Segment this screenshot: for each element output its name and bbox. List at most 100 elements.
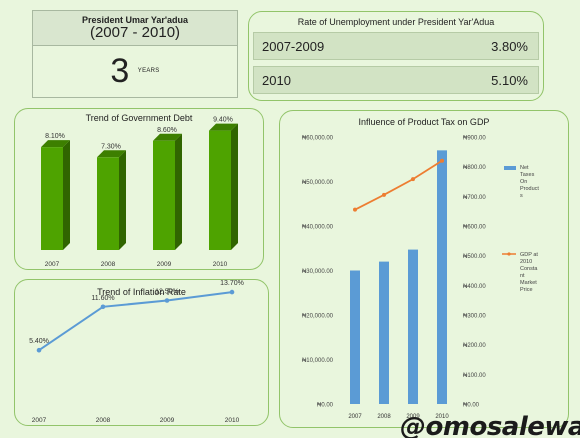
debt-chart-title: Trend of Government Debt bbox=[85, 113, 193, 123]
data-label: 11.60% bbox=[91, 295, 114, 302]
tick-label: 2008 bbox=[101, 261, 116, 268]
tax-chart-title: Influence of Product Tax on GDP bbox=[358, 117, 490, 127]
data-point bbox=[353, 207, 357, 212]
bar-side bbox=[119, 150, 126, 250]
tick-label: 2007 bbox=[348, 414, 362, 420]
debt-chart: 8.10% 2007 7.30% 2008 8.60% 2009 9.40% 2010 bbox=[41, 117, 238, 268]
gdp-line bbox=[354, 159, 443, 211]
unemployment-rate: 3.80% bbox=[491, 39, 528, 54]
tick-label: 2007 bbox=[45, 261, 60, 268]
debt-chart-panel: Trend of Government Debt 8.10% 2007 7.30% 2… bbox=[14, 108, 264, 270]
unemployment-panel: Rate of Unemployment under President Yar… bbox=[248, 11, 544, 101]
tick-label: 2010 bbox=[225, 417, 240, 424]
left-axis-tick: ₦50,000.00 bbox=[302, 180, 334, 186]
left-axis-tick: ₦60,000.00 bbox=[302, 136, 334, 142]
bar-side bbox=[175, 133, 182, 250]
tick-label: 2007 bbox=[32, 417, 47, 424]
left-axis-tick: ₦10,000.00 bbox=[302, 358, 334, 364]
bar bbox=[97, 157, 119, 250]
inflation-chart: 5.40% 2007 11.60% 2008 12.50% 2009 13.70% 2010 bbox=[29, 280, 244, 424]
tick-label: 2009 bbox=[157, 261, 172, 268]
right-axis-tick: ₦100.00 bbox=[463, 373, 486, 379]
data-point bbox=[440, 158, 444, 163]
right-axis-tick: ₦700.00 bbox=[463, 195, 486, 201]
inflation-chart-title: Trend of Inflation Rate bbox=[97, 287, 186, 297]
years-unit: YEARS bbox=[137, 68, 160, 74]
left-axis-tick: ₦20,000.00 bbox=[302, 314, 334, 320]
bar-top bbox=[153, 133, 182, 141]
legend-label: On bbox=[520, 179, 527, 185]
bar bbox=[350, 270, 360, 404]
unemployment-title: Rate of Unemployment under President Yar… bbox=[297, 17, 495, 27]
bar-side bbox=[231, 123, 238, 250]
legend-label: Product bbox=[520, 186, 539, 192]
right-axis-tick: ₦800.00 bbox=[463, 165, 486, 171]
data-label: 8.10% bbox=[45, 133, 65, 140]
watermark: @omosalewa bbox=[400, 412, 580, 438]
left-axis-tick: ₦40,000.00 bbox=[302, 225, 334, 231]
legend-marker bbox=[507, 252, 511, 256]
right-axis-tick: ₦0.00 bbox=[463, 403, 480, 409]
legend-label: nt bbox=[520, 273, 525, 279]
inflation-chart-panel: Trend of Inflation Rate 5.40% 2007 11.60% 2… bbox=[14, 279, 269, 426]
legend-label: 2010 bbox=[520, 259, 532, 265]
data-point bbox=[229, 289, 235, 295]
unemployment-row: 2010 5.10% bbox=[253, 66, 539, 94]
bar-top bbox=[209, 123, 238, 131]
data-point bbox=[411, 177, 415, 182]
bar-side bbox=[63, 140, 70, 250]
inflation-line bbox=[38, 291, 233, 352]
data-label: 9.40% bbox=[213, 117, 233, 124]
bar bbox=[41, 147, 63, 250]
data-point bbox=[164, 298, 170, 303]
data-label: 8.60% bbox=[157, 127, 177, 134]
data-point bbox=[100, 304, 106, 310]
president-panel: President Umar Yar'adua (2007 - 2010) 3 … bbox=[32, 10, 238, 98]
legend-label: GDP at bbox=[520, 252, 538, 258]
legend-label: Price bbox=[520, 287, 533, 293]
bar bbox=[209, 130, 231, 250]
right-axis-tick: ₦300.00 bbox=[463, 314, 486, 320]
years-in-office: 3 YEARS bbox=[33, 51, 237, 91]
unemployment-row: 2007-2009 3.80% bbox=[253, 32, 539, 60]
president-header: President Umar Yar'adua (2007 - 2010) bbox=[33, 11, 237, 46]
tax-chart-panel: Influence of Product Tax on GDP ₦0.00 ₦10… bbox=[279, 110, 569, 428]
tick-label: 2009 bbox=[160, 417, 175, 424]
bar bbox=[437, 150, 447, 404]
legend-swatch bbox=[504, 166, 516, 170]
legend-label: Taxes bbox=[520, 172, 535, 178]
tick-label: 2010 bbox=[213, 261, 228, 268]
right-axis-tick: ₦200.00 bbox=[463, 343, 486, 349]
left-axis-tick: ₦30,000.00 bbox=[302, 269, 334, 275]
data-label: 5.40% bbox=[29, 338, 49, 345]
legend-label: Net bbox=[520, 165, 529, 171]
unemployment-rate: 5.10% bbox=[491, 73, 528, 88]
president-term: (2007 - 2010) bbox=[89, 24, 181, 41]
tax-chart: ₦0.00 ₦10,000.00 ₦20,000.00 ₦30,000.00 ₦40,0… bbox=[302, 136, 539, 421]
right-axis-tick: ₦900.00 bbox=[463, 136, 486, 142]
president-name: President Umar Yar'adua bbox=[81, 15, 189, 25]
legend-label: Market bbox=[520, 280, 537, 286]
years-value: 3 bbox=[110, 52, 130, 90]
right-axis-tick: ₦500.00 bbox=[463, 254, 486, 260]
unemployment-period: 2007-2009 bbox=[262, 39, 325, 54]
tick-label: 2008 bbox=[377, 414, 391, 420]
data-point bbox=[382, 192, 386, 197]
legend-label: s bbox=[520, 193, 523, 199]
data-point bbox=[36, 347, 42, 353]
tick-label: 2009 bbox=[406, 414, 420, 420]
legend-label: Consta bbox=[520, 266, 538, 272]
bar-top bbox=[97, 150, 126, 158]
bar bbox=[408, 249, 418, 404]
unemployment-period: 2010 bbox=[262, 73, 291, 88]
right-axis-tick: ₦400.00 bbox=[463, 284, 486, 290]
right-axis-tick: ₦600.00 bbox=[463, 225, 486, 231]
data-label: 13.70% bbox=[220, 280, 244, 287]
bar-top bbox=[41, 140, 70, 148]
left-axis-tick: ₦0.00 bbox=[317, 403, 334, 409]
bar bbox=[153, 140, 175, 250]
bar bbox=[379, 261, 389, 404]
data-label: 7.30% bbox=[101, 143, 121, 150]
tick-label: 2008 bbox=[96, 417, 111, 424]
